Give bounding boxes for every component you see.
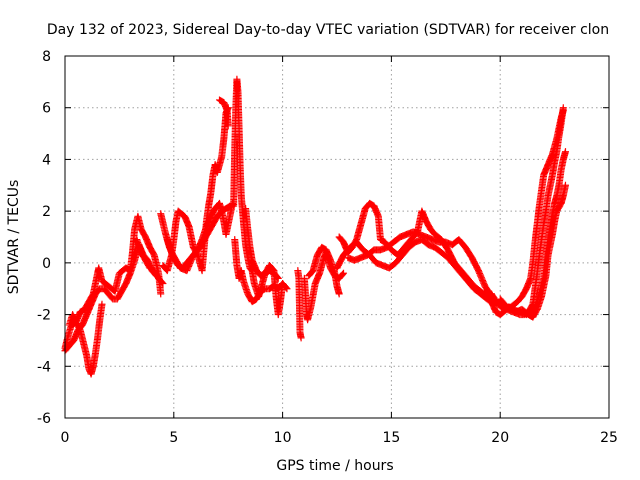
- y-tick-label: -4: [37, 359, 51, 375]
- y-tick-label: -6: [37, 411, 51, 427]
- x-tick-label: 20: [491, 430, 509, 446]
- y-tick-label: 6: [42, 101, 51, 117]
- x-tick-label: 25: [600, 430, 618, 446]
- y-tick-label: -2: [37, 308, 51, 324]
- series-trace-3: [133, 236, 167, 288]
- axis-ticks: 0 5 10 15 20 25 -6 -4 -2 0 2 4 6 8: [37, 49, 618, 446]
- series-trace-9: [231, 236, 291, 306]
- series-trace-6: [163, 199, 237, 275]
- series-trace-11: [294, 267, 305, 342]
- y-tick-label: 8: [42, 49, 51, 65]
- series-trace-20: [505, 181, 569, 321]
- x-tick-label: 15: [382, 430, 400, 446]
- y-axis-title: SDTVAR / TECUs: [6, 180, 22, 295]
- y-tick-label: 4: [42, 152, 51, 168]
- chart-title: Day 132 of 2023, Sidereal Day-to-day VTE…: [47, 22, 609, 38]
- series-trace-2: [65, 300, 106, 378]
- x-axis-title: GPS time / hours: [276, 458, 393, 474]
- x-tick-label: 10: [274, 430, 292, 446]
- series-trace-16: [344, 228, 502, 308]
- series-trace-7: [215, 96, 232, 130]
- series-trace-13: [305, 243, 343, 298]
- y-tick-label: 2: [42, 204, 51, 220]
- plot-frame: [64, 55, 610, 419]
- series-trace-10: [242, 205, 282, 282]
- x-tick-label: 0: [61, 430, 70, 446]
- series-trace-15: [333, 236, 498, 308]
- y-tick-label: 0: [42, 256, 51, 272]
- x-tick-label: 5: [169, 430, 178, 446]
- data-points: [61, 75, 569, 378]
